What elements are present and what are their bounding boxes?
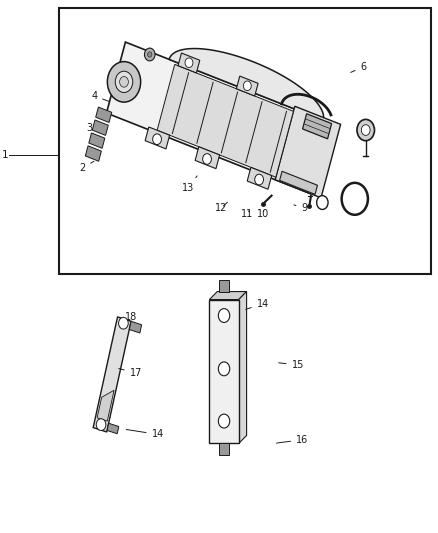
- Bar: [59, 8, 431, 274]
- Polygon shape: [93, 317, 131, 432]
- Text: 14: 14: [246, 299, 269, 309]
- Circle shape: [145, 48, 155, 61]
- Circle shape: [342, 183, 368, 215]
- Text: 10: 10: [257, 209, 269, 219]
- Text: 12: 12: [215, 202, 227, 213]
- Circle shape: [219, 309, 230, 322]
- Circle shape: [361, 125, 370, 135]
- Polygon shape: [107, 423, 119, 434]
- Circle shape: [185, 58, 193, 68]
- Text: 2: 2: [79, 161, 94, 173]
- Polygon shape: [219, 443, 229, 455]
- Text: 4: 4: [91, 91, 109, 101]
- Polygon shape: [129, 321, 141, 333]
- Text: 14: 14: [126, 430, 164, 439]
- Polygon shape: [247, 167, 272, 189]
- Text: 8: 8: [260, 161, 271, 173]
- Circle shape: [357, 119, 374, 141]
- Polygon shape: [178, 53, 200, 73]
- Text: 7: 7: [320, 130, 327, 143]
- Text: 5: 5: [124, 83, 138, 93]
- Text: 17: 17: [119, 368, 142, 378]
- Circle shape: [148, 52, 152, 57]
- Polygon shape: [145, 127, 170, 149]
- Polygon shape: [303, 114, 332, 139]
- Polygon shape: [209, 292, 247, 300]
- Text: 1: 1: [2, 150, 9, 159]
- Text: 15: 15: [279, 360, 304, 370]
- Polygon shape: [169, 49, 324, 120]
- Circle shape: [119, 317, 128, 329]
- Text: 13: 13: [182, 176, 197, 192]
- Polygon shape: [275, 106, 341, 198]
- Polygon shape: [279, 171, 318, 195]
- Circle shape: [203, 154, 212, 164]
- Text: 6: 6: [351, 62, 367, 72]
- Text: 16: 16: [276, 435, 308, 445]
- Polygon shape: [239, 292, 247, 443]
- Polygon shape: [85, 146, 101, 161]
- Polygon shape: [219, 280, 229, 292]
- Polygon shape: [237, 76, 258, 96]
- Circle shape: [96, 419, 106, 431]
- Polygon shape: [157, 64, 293, 177]
- Circle shape: [153, 134, 162, 144]
- Polygon shape: [195, 147, 219, 168]
- Circle shape: [120, 77, 128, 87]
- Circle shape: [244, 81, 251, 91]
- Circle shape: [255, 174, 264, 185]
- Polygon shape: [97, 390, 114, 421]
- Polygon shape: [95, 107, 112, 123]
- Bar: [209, 300, 239, 443]
- Polygon shape: [106, 42, 329, 194]
- Circle shape: [317, 196, 328, 209]
- Circle shape: [219, 362, 230, 376]
- Text: 3: 3: [87, 123, 100, 133]
- Circle shape: [219, 414, 230, 428]
- Circle shape: [115, 71, 133, 93]
- Text: 9: 9: [294, 203, 307, 213]
- Circle shape: [107, 62, 141, 102]
- Text: 11: 11: [241, 209, 254, 219]
- Polygon shape: [92, 120, 108, 135]
- Polygon shape: [89, 133, 105, 148]
- Text: 18: 18: [122, 312, 138, 325]
